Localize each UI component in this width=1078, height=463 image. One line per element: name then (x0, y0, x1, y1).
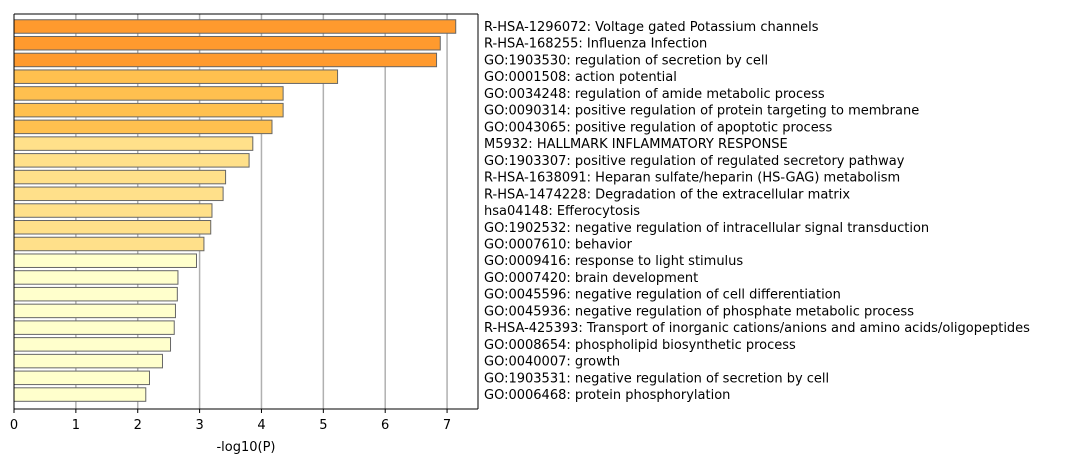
bar (13, 69, 339, 84)
category-label: GO:0045936: negative regulation of phosp… (484, 304, 914, 319)
bar (13, 35, 441, 51)
bar (13, 136, 254, 151)
x-tick-label: 7 (443, 418, 451, 433)
bar (13, 303, 176, 319)
bar (13, 169, 227, 185)
category-label: R-HSA-168255: Influenza Infection (484, 37, 707, 52)
bar (13, 153, 250, 168)
bar (13, 119, 273, 135)
category-label: GO:0008654: phospholipid biosynthetic pr… (484, 338, 796, 353)
category-label: GO:0009416: response to light stimulus (484, 254, 743, 269)
bar (13, 186, 224, 202)
bar (13, 86, 284, 101)
bar (13, 387, 147, 402)
bar (13, 370, 150, 386)
category-label: GO:1902532: negative regulation of intra… (484, 221, 929, 236)
category-label: GO:1903531: negative regulation of secre… (484, 371, 829, 386)
bar (13, 203, 213, 218)
bar (13, 286, 178, 302)
bar (13, 270, 179, 285)
x-tick-label: 5 (319, 418, 327, 433)
category-label: hsa04148: Efferocytosis (484, 204, 640, 219)
category-label: GO:0040007: growth (484, 355, 620, 370)
category-label: GO:0034248: regulation of amide metaboli… (484, 87, 825, 102)
axes (13, 13, 479, 410)
bar (13, 102, 284, 118)
category-label: R-HSA-425393: Transport of inorganic cat… (484, 321, 1030, 336)
category-label: GO:0006468: protein phosphorylation (484, 388, 730, 403)
category-label: GO:0001508: action potential (484, 70, 677, 85)
x-tick-label: 4 (257, 418, 265, 433)
category-label: GO:0045596: negative regulation of cell … (484, 288, 841, 303)
category-label: R-HSA-1296072: Voltage gated Potassium c… (484, 20, 819, 35)
x-tick-label: 0 (10, 418, 18, 433)
x-ticks: 0 1 2 3 4 5 6 7 (10, 409, 451, 433)
x-axis-label: -log10(P) (216, 440, 275, 455)
bar (13, 52, 438, 68)
category-label: GO:0090314: positive regulation of prote… (484, 104, 919, 119)
bars (13, 19, 457, 402)
category-label: GO:0007610: behavior (484, 237, 633, 252)
x-tick-label: 2 (134, 418, 142, 433)
category-label: GO:1903307: positive regulation of regul… (484, 154, 905, 169)
bar (13, 320, 175, 335)
category-label: GO:0043065: positive regulation of apopt… (484, 120, 832, 135)
bar (13, 220, 212, 235)
x-tick-label: 3 (195, 418, 203, 433)
category-label: GO:0007420: brain development (484, 271, 698, 286)
bar (13, 19, 457, 34)
x-tick-label: 6 (381, 418, 389, 433)
x-tick-label: 1 (72, 418, 80, 433)
category-label: GO:1903530: regulation of secretion by c… (484, 53, 768, 68)
bar (13, 337, 172, 352)
bar (13, 253, 198, 268)
category-label: M5932: HALLMARK INFLAMMATORY RESPONSE (484, 137, 788, 152)
category-label: R-HSA-1474228: Degradation of the extrac… (484, 187, 850, 202)
category-label: R-HSA-1638091: Heparan sulfate/heparin (… (484, 171, 900, 186)
bar (13, 236, 205, 252)
category-labels: R-HSA-1296072: Voltage gated Potassium c… (484, 20, 1030, 403)
bar (13, 353, 163, 369)
